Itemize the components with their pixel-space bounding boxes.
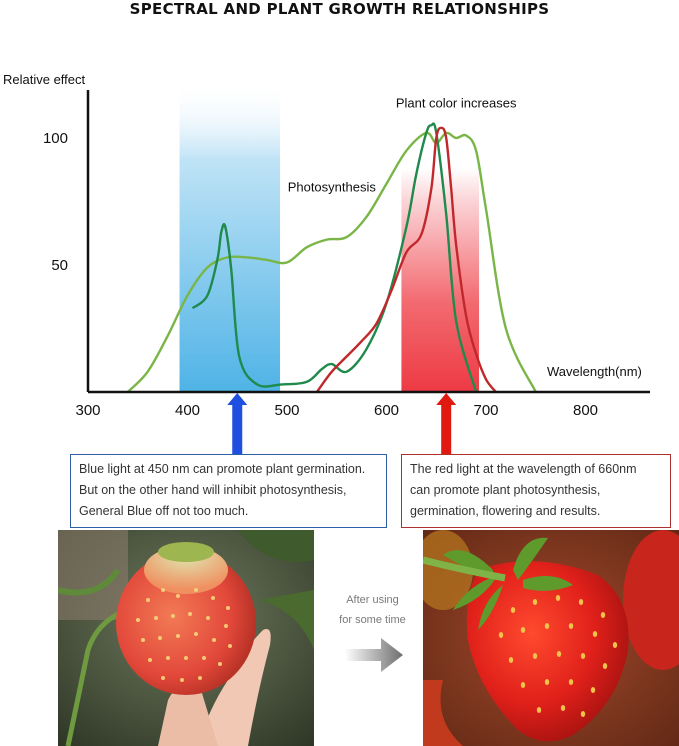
- x-tick-label-500: 500: [274, 402, 299, 419]
- page-title: SPECTRAL AND PLANT GROWTH RELATIONSHIPS: [129, 0, 550, 18]
- unripe-strawberry-image: [58, 530, 314, 746]
- x-tick-label-400: 400: [175, 402, 200, 419]
- right-arrow-icon: [345, 638, 403, 672]
- y-axis-label: Relative effect: [3, 72, 86, 87]
- x-tick-label-300: 300: [75, 402, 100, 419]
- blue-box-line-2: But on the other hand will inhibit photo…: [79, 483, 347, 497]
- x-tick-label-600: 600: [374, 402, 399, 419]
- blue-box-line-1: Blue light at 450 nm can promote plant g…: [79, 462, 366, 476]
- blue-box-line-3: General Blue off not too much.: [79, 504, 249, 518]
- red-series-line: [315, 126, 497, 393]
- blue-light-band: [179, 82, 281, 392]
- transition-caption-line-2: for some time: [339, 614, 406, 626]
- transition-caption-line-1: After using: [346, 594, 399, 606]
- x-axis-label: Wavelength(nm): [547, 364, 642, 379]
- dark-green-series-line: [191, 122, 478, 393]
- x-tick-label-800: 800: [573, 402, 598, 419]
- red-box-line-2: can promote plant photosynthesis,: [410, 483, 601, 497]
- red-light-info-box: The red light at the wavelength of 660nm…: [401, 454, 671, 528]
- transition-caption: After using for some time: [325, 590, 420, 630]
- y-tick-label-50: 50: [51, 257, 68, 274]
- light-green-series-line: [126, 131, 537, 393]
- x-tick-label-700: 700: [473, 402, 498, 419]
- spectrum-chart: 300 400 500 600 700 800 50 100 Relative effect Wa…: [3, 72, 650, 454]
- photosynthesis-label: Photosynthesis: [288, 179, 377, 194]
- red-light-arrow-icon: [436, 393, 457, 454]
- red-box-line-1: The red light at the wavelength of 660nm: [410, 462, 637, 476]
- blue-light-info-box: Blue light at 450 nm can promote plant g…: [70, 454, 387, 528]
- blue-light-arrow-icon: [227, 393, 248, 454]
- y-tick-label-100: 100: [43, 130, 68, 147]
- plant-color-label: Plant color increases: [396, 96, 517, 111]
- red-box-line-3: germination, flowering and results.: [410, 504, 601, 518]
- red-light-band: [401, 168, 480, 392]
- ripe-strawberry-image: [423, 530, 679, 746]
